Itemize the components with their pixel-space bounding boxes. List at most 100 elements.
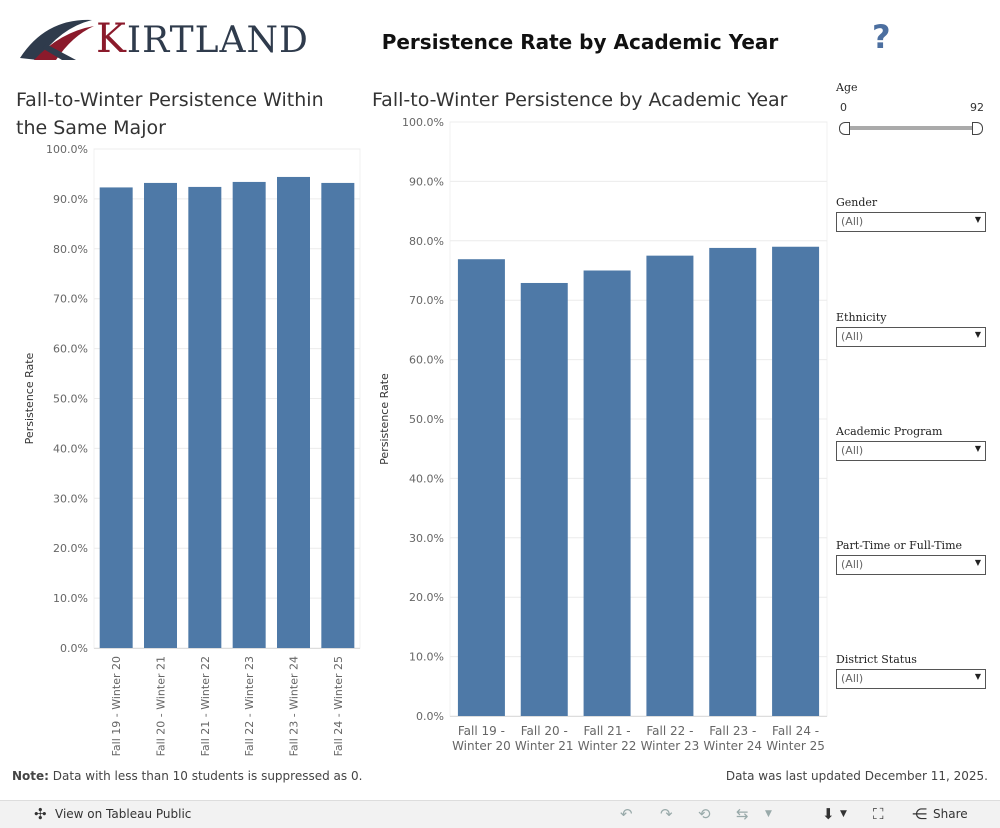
logo-mark-icon [20, 19, 94, 60]
y-tick-label: 30.0% [53, 492, 88, 505]
bar-4[interactable] [646, 255, 694, 716]
y-tick-label: 50.0% [53, 393, 88, 406]
x-tick-label: Fall 21 - [584, 724, 631, 738]
bar-1[interactable] [457, 259, 505, 716]
y-tick-label: 20.0% [53, 542, 88, 555]
share-icon[interactable]: ⋲ [912, 805, 927, 823]
bar-5[interactable] [709, 247, 757, 717]
refresh-dropdown-icon[interactable]: ▼ [765, 809, 772, 819]
age-slider-track[interactable] [842, 126, 980, 130]
x-tick-label: Fall 22 - Winter 23 [243, 656, 256, 756]
x-tick-label: Fall 23 - [709, 724, 756, 738]
x-tick-label: Winter 22 [578, 739, 637, 753]
x-tick-label: Fall 24 - [772, 724, 819, 738]
x-tick-label: Winter 21 [515, 739, 574, 753]
tableau-toolbar: ✣ View on Tableau Public ↶ ↷ ⟲ ⇆ ▼ ⬇ ▼ ⛶… [0, 800, 1000, 828]
bar-3[interactable] [188, 186, 222, 648]
part-time-or-full-time-filter-label: Part-Time or Full-Time [836, 539, 963, 552]
chart-title-academic-year: Fall-to-Winter Persistence by Academic Y… [372, 89, 788, 111]
ethnicity-filter-label: Ethnicity [836, 311, 887, 324]
download-dropdown-icon[interactable]: ▼ [840, 809, 847, 819]
y-tick-label: 90.0% [409, 175, 444, 188]
district-status-filter-label: District Status [836, 653, 917, 666]
dashboard-title: Persistence Rate by Academic Year [381, 30, 779, 54]
ethnicity-dropdown[interactable]: (All) ▼ [836, 327, 986, 347]
bar-1[interactable] [99, 187, 133, 648]
district-status-dropdown[interactable]: (All) ▼ [836, 669, 986, 689]
logo-initial: K [96, 16, 127, 62]
age-slider-min-handle[interactable] [839, 122, 850, 135]
undo-icon[interactable]: ↶ [620, 805, 633, 823]
y-tick-label: 60.0% [53, 343, 88, 356]
note-text: Data with less than 10 students is suppr… [48, 769, 363, 783]
chevron-down-icon[interactable]: ▼ [974, 672, 981, 681]
last-updated-note: Data was last updated December 11, 2025. [725, 769, 988, 783]
age-min-value: 0 [840, 101, 847, 114]
y-tick-label: 80.0% [53, 243, 88, 256]
y-tick-label: 10.0% [53, 592, 88, 605]
bar-6[interactable] [321, 182, 355, 648]
view-on-tableau-link[interactable]: View on Tableau Public [55, 807, 192, 821]
part-time-or-full-time-dropdown-value: (All) [841, 558, 864, 571]
y-tick-label: 70.0% [53, 293, 88, 306]
age-max-value: 92 [970, 101, 984, 114]
y-axis-label: Persistence Rate [23, 352, 36, 444]
chart-same-major: 0.0% 10.0% 20.0% 30.0% 40.0% 50.0% 60.0% 70.0% 8… [23, 143, 361, 756]
note-label: Note: [12, 769, 49, 783]
x-tick-label: Fall 19 - [458, 724, 505, 738]
y-tick-label: 70.0% [409, 294, 444, 307]
academic-program-filter-label: Academic Program [836, 425, 943, 438]
revert-icon[interactable]: ⟲ [698, 805, 711, 823]
x-tick-label: Winter 24 [703, 739, 762, 753]
bar-3[interactable] [583, 270, 631, 717]
gender-dropdown[interactable]: (All) ▼ [836, 212, 986, 232]
academic-program-dropdown[interactable]: (All) ▼ [836, 441, 986, 461]
district-status-dropdown-value: (All) [841, 672, 864, 685]
x-tick-label: Fall 19 - Winter 20 [110, 656, 123, 756]
x-tick-label: Fall 20 - Winter 21 [155, 656, 168, 756]
x-tick-label: Fall 20 - [521, 724, 568, 738]
gender-filter-label: Gender [836, 196, 878, 209]
y-tick-label: 40.0% [409, 472, 444, 485]
redo-icon[interactable]: ↷ [660, 805, 673, 823]
age-slider-max-handle[interactable] [972, 122, 983, 135]
tableau-logo-icon: ✣ [34, 805, 47, 823]
refresh-icon[interactable]: ⇆ [736, 805, 749, 823]
suppression-note: Note: Data with less than 10 students is… [12, 769, 362, 783]
bar-2[interactable] [520, 282, 568, 716]
x-tick-label: Fall 22 - [646, 724, 693, 738]
y-tick-label: 100.0% [46, 143, 88, 156]
download-icon[interactable]: ⬇ [822, 805, 835, 823]
logo-rest: IRTLAND [126, 20, 309, 61]
part-time-or-full-time-dropdown[interactable]: (All) ▼ [836, 555, 986, 575]
y-tick-label: 0.0% [416, 710, 444, 723]
help-icon[interactable]: ? [872, 18, 891, 56]
bar-5[interactable] [277, 176, 310, 648]
y-tick-label: 60.0% [409, 354, 444, 367]
y-tick-label: 0.0% [60, 642, 88, 655]
share-button[interactable]: Share [933, 807, 968, 821]
x-tick-label: Winter 23 [641, 739, 700, 753]
age-filter-label: Age [836, 81, 858, 94]
fullscreen-icon[interactable]: ⛶ [873, 805, 884, 823]
chevron-down-icon[interactable]: ▼ [974, 330, 981, 339]
chevron-down-icon[interactable]: ▼ [974, 444, 981, 453]
y-tick-label: 50.0% [409, 413, 444, 426]
chart-title-same-major: Fall-to-Winter Persistence Within the Sa… [16, 89, 324, 139]
x-tick-label: Winter 25 [766, 739, 825, 753]
bar-2[interactable] [144, 182, 177, 648]
x-tick-label: Fall 21 - Winter 22 [199, 656, 212, 756]
y-tick-label: 40.0% [53, 442, 88, 455]
chevron-down-icon[interactable]: ▼ [974, 558, 981, 567]
y-axis-label: Persistence Rate [378, 373, 391, 465]
y-tick-label: 30.0% [409, 532, 444, 545]
x-tick-label: Fall 23 - Winter 24 [288, 656, 301, 756]
bar-6[interactable] [772, 246, 820, 717]
bar-4[interactable] [232, 181, 266, 648]
chevron-down-icon[interactable]: ▼ [974, 215, 981, 224]
gender-dropdown-value: (All) [841, 215, 864, 228]
ethnicity-dropdown-value: (All) [841, 330, 864, 343]
logo-wordmark: KIRTLAND [96, 16, 309, 62]
kirtland-logo [16, 14, 306, 66]
y-tick-label: 90.0% [53, 193, 88, 206]
